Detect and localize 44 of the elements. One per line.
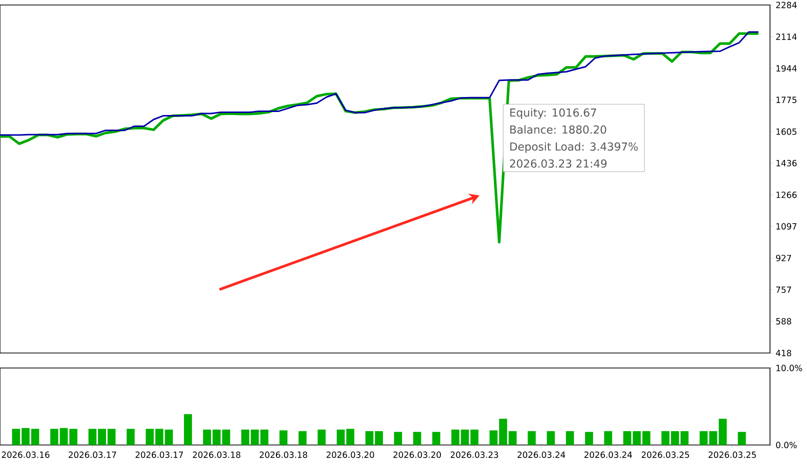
annotation: 2026.03.23 21:49 [510,159,607,168]
bar [184,414,192,445]
bar [528,431,536,445]
bar [432,432,440,445]
x-tick-label: 2026.03.24 [518,452,566,458]
x-tick-label: 2026.03.17 [68,452,116,458]
y-tick-label: 1436 [776,160,797,166]
y-tick-label: 1097 [776,223,796,230]
x-tick-label: 2026.03.18 [192,452,240,458]
bar [126,428,135,445]
y-tick-label: 0.0% [776,442,797,448]
annotation: Deposit Load: 3.4397% [510,142,638,153]
bar [318,430,326,445]
y-tick-label: 588 [776,318,792,325]
bar [413,432,422,445]
y-tick-label: 1775 [776,96,796,104]
y-tick-label: 2284 [776,2,797,8]
x-tick-label: 2026.03.20 [326,452,374,458]
bar [298,431,307,445]
x-tick-label: 2026.03.20 [393,452,441,458]
y-tick-label: 927 [776,254,792,262]
y-tick-label: 418 [776,350,792,356]
x-tick-label: 2026.03.16 [2,452,50,458]
y-tick-label: 1605 [776,128,796,135]
y-tick-label: 1266 [776,192,797,198]
bar [394,432,402,445]
bar [546,431,555,445]
bar [279,430,288,445]
bar [566,431,574,445]
y-tick-label: 757 [776,286,792,293]
x-tick-label: 2026.03.23 [450,452,498,458]
annotation: Equity: 1016.67 [510,108,596,119]
y-tick-label: 10.0% [776,364,802,372]
y-tick-label: 1944 [776,65,797,72]
y-tick-label: 2114 [776,34,797,40]
annotation: Balance: 1880.20 [510,125,606,134]
bar [604,431,612,445]
x-tick-label: 2026.03.24 [584,452,632,458]
bar [738,432,746,445]
x-tick-label: 2026.03.18 [260,452,308,458]
x-tick-label: 2026.03.25 [708,452,756,458]
x-tick-label: 2026.03.25 [642,452,690,458]
x-tick-label: 2026.03.17 [136,452,183,458]
bar [585,432,594,445]
